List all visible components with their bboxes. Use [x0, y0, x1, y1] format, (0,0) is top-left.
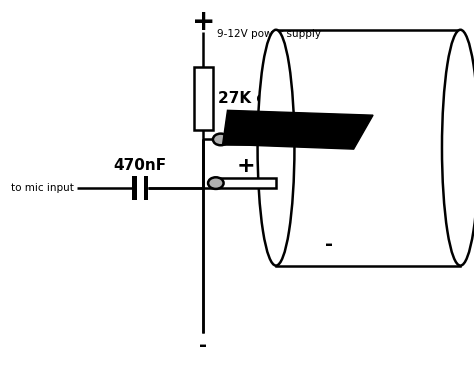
Ellipse shape	[208, 177, 224, 189]
Text: -: -	[199, 336, 207, 355]
Bar	[276, 30, 460, 265]
Bar	[216, 178, 276, 188]
Text: 9-12V power supply: 9-12V power supply	[217, 29, 321, 39]
Bar	[193, 66, 213, 130]
Text: +: +	[237, 155, 255, 176]
Text: 470nF: 470nF	[114, 159, 167, 173]
Ellipse shape	[213, 134, 228, 145]
Ellipse shape	[257, 30, 294, 265]
Bar	[144, 176, 148, 200]
Text: -: -	[325, 235, 333, 254]
Bar	[132, 176, 137, 200]
Text: +: +	[191, 8, 215, 36]
Ellipse shape	[442, 30, 474, 265]
Polygon shape	[223, 110, 373, 149]
Text: 27K ohm: 27K ohm	[218, 91, 293, 106]
Bar	[221, 134, 276, 144]
Text: to mic input: to mic input	[11, 183, 74, 193]
